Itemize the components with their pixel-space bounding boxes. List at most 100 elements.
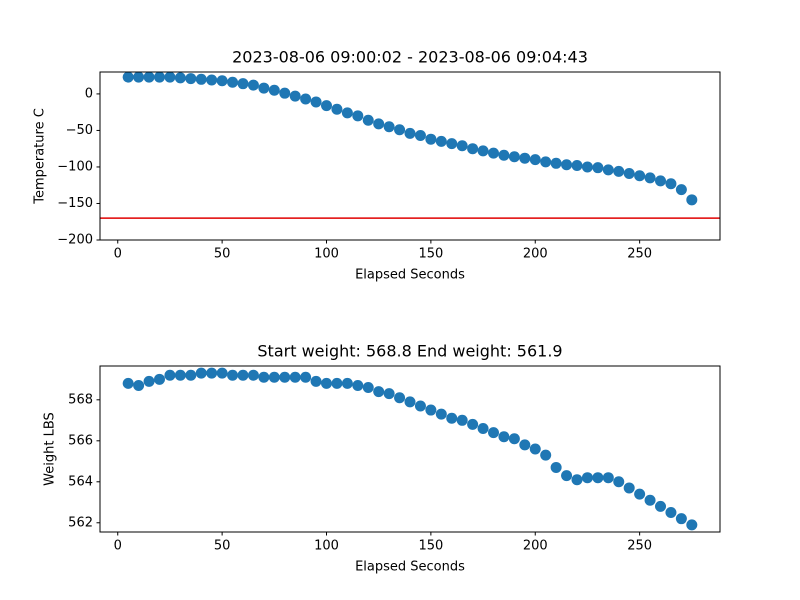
point — [446, 412, 458, 424]
y-tick-label: −50 — [66, 123, 93, 138]
point — [352, 379, 364, 391]
chart-title: Start weight: 568.8 End weight: 561.9 — [257, 342, 562, 361]
x-tick-label: 0 — [114, 247, 122, 262]
point — [300, 371, 312, 383]
point — [425, 133, 437, 145]
point — [435, 135, 447, 147]
point — [665, 178, 677, 190]
point — [268, 371, 280, 383]
y-tick-label: 0 — [85, 86, 93, 101]
point — [435, 408, 447, 420]
point — [133, 379, 145, 391]
point — [341, 377, 353, 389]
point — [498, 149, 510, 161]
point — [540, 449, 552, 461]
point — [341, 107, 353, 119]
point — [561, 159, 573, 171]
point — [258, 371, 270, 383]
point — [153, 373, 165, 385]
point — [331, 377, 343, 389]
point — [185, 73, 197, 85]
point — [352, 110, 364, 122]
point — [414, 130, 426, 142]
axes-frame — [99, 71, 721, 241]
point — [581, 472, 593, 484]
x-tick-label: 250 — [627, 539, 652, 554]
point — [216, 75, 228, 87]
y-tick-label: 568 — [68, 392, 93, 407]
point — [237, 78, 249, 90]
point — [206, 74, 218, 86]
point — [394, 392, 406, 404]
point — [456, 140, 468, 152]
point — [122, 71, 134, 83]
point — [592, 162, 604, 174]
point — [195, 367, 207, 379]
point — [414, 400, 426, 412]
point — [279, 371, 291, 383]
point — [247, 79, 259, 91]
y-axis-label: Weight LBS — [43, 412, 58, 486]
x-tick-label: 50 — [214, 539, 231, 554]
y-tick-label: 566 — [68, 433, 93, 448]
point — [634, 488, 646, 500]
point — [571, 474, 583, 486]
point — [571, 159, 583, 171]
point — [279, 87, 291, 99]
point — [686, 519, 698, 531]
x-tick-label: 200 — [523, 539, 548, 554]
point — [623, 482, 635, 494]
point — [331, 103, 343, 115]
point — [550, 157, 562, 169]
point — [164, 71, 176, 83]
point — [581, 161, 593, 173]
point — [133, 71, 145, 83]
point — [529, 154, 541, 166]
point — [634, 170, 646, 182]
point — [227, 369, 239, 381]
x-tick-label: 150 — [418, 539, 443, 554]
point — [373, 118, 385, 130]
point — [164, 369, 176, 381]
point — [404, 396, 416, 408]
point — [310, 375, 322, 387]
point — [529, 443, 541, 455]
point — [592, 472, 604, 484]
y-tick-label: −100 — [57, 159, 93, 174]
point — [362, 114, 374, 126]
point — [446, 138, 458, 150]
point — [602, 472, 614, 484]
x-axis-label: Elapsed Seconds — [355, 268, 465, 283]
point — [467, 143, 479, 155]
point — [195, 73, 207, 85]
point — [174, 72, 186, 84]
point — [289, 90, 301, 102]
x-axis-label: Elapsed Seconds — [355, 560, 465, 575]
point — [675, 513, 687, 525]
point — [216, 367, 228, 379]
point — [227, 76, 239, 88]
point — [488, 147, 500, 159]
point — [519, 152, 531, 164]
x-tick-label: 150 — [418, 247, 443, 262]
point — [655, 175, 667, 187]
point — [373, 386, 385, 398]
point — [508, 433, 520, 445]
point — [644, 172, 656, 184]
point — [477, 423, 489, 435]
point — [237, 369, 249, 381]
point — [655, 500, 667, 512]
x-tick-label: 200 — [523, 247, 548, 262]
point — [404, 127, 416, 139]
point — [185, 369, 197, 381]
point — [613, 476, 625, 488]
point — [300, 93, 312, 105]
point — [143, 71, 155, 83]
chart-title: 2023-08-06 09:00:02 - 2023-08-06 09:04:4… — [232, 48, 588, 67]
point — [258, 82, 270, 94]
point — [519, 439, 531, 451]
point — [268, 84, 280, 96]
point — [561, 470, 573, 482]
point — [550, 461, 562, 473]
